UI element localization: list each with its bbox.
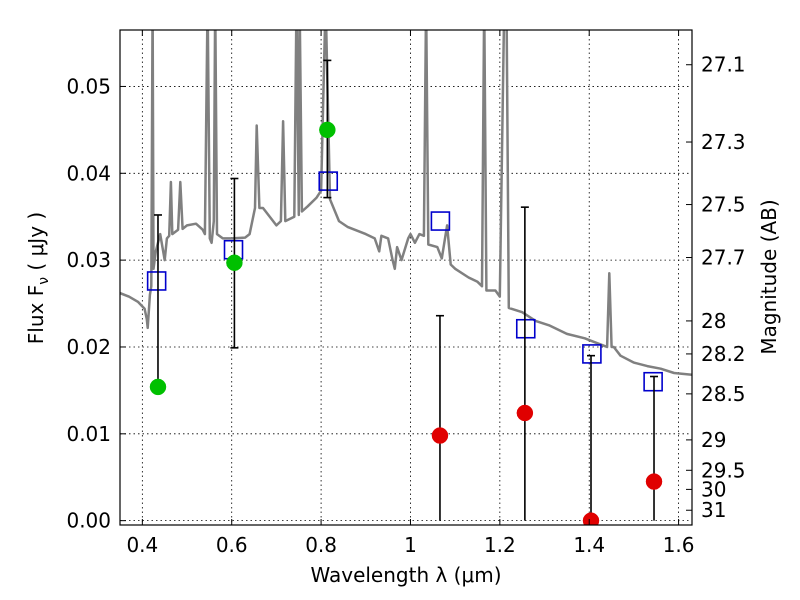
model-photometry-square	[643, 371, 663, 392]
y-axis-title-subscript: ν	[36, 277, 52, 285]
y-tick-label: 0.04	[66, 161, 111, 185]
x-tick-label: 1.4	[573, 533, 605, 557]
model-photometry-square	[146, 271, 167, 291]
tick-labels: 0.4 0.6 0.8 1 1.2 1.4 1.6 0.00 0.01 0.02 0.03 0.04 0…	[66, 53, 745, 557]
x-tick-label: 1	[404, 533, 417, 557]
plot-data	[120, 30, 692, 525]
y-axis-title: Flux Fν ( μJy )	[24, 212, 52, 344]
model-photometry-square	[515, 318, 536, 339]
detection-point	[319, 121, 336, 139]
detection-point	[226, 254, 243, 271]
y2-tick-label: 27.1	[701, 53, 746, 77]
y-tick-label: 0.03	[66, 248, 111, 272]
non-detection-point	[582, 512, 600, 525]
y-axis-title-unit: ( μJy )	[24, 212, 48, 277]
model-photometry-square	[430, 211, 451, 231]
x-axis-title: Wavelength λ (μm)	[310, 563, 501, 587]
y2-tick-label: 27.5	[701, 193, 746, 217]
model-photometry-square	[318, 171, 339, 191]
y-tick-label: 0.01	[66, 422, 111, 446]
y2-tick-label: 28	[701, 309, 726, 333]
y2-axis-title: Magnitude (AB)	[757, 199, 781, 354]
y2-tick-label: 27.7	[701, 246, 746, 270]
non-detection-point	[645, 473, 663, 490]
non-detection-point	[516, 404, 534, 422]
y-tick-label: 0.00	[66, 509, 111, 533]
y2-tick-label: 28.2	[701, 342, 746, 366]
y2-tick-label: 29.5	[701, 458, 746, 482]
model-photometry-square	[582, 344, 602, 364]
y2-tick-label: 28.5	[701, 382, 746, 406]
plot-frame	[119, 29, 693, 526]
y2-tick-label: 29	[701, 428, 726, 452]
non-detection-point	[431, 427, 449, 444]
x-tick-label: 1.6	[663, 533, 695, 557]
y2-tick-label: 30	[701, 477, 726, 501]
y2-tick-label: 27.3	[701, 130, 746, 154]
model-spectrum-line	[120, 30, 692, 377]
y-tick-label: 0.02	[66, 335, 111, 359]
y-tick-label: 0.05	[66, 74, 111, 98]
detection-point	[149, 378, 167, 396]
y2-tick-label: 31	[701, 498, 726, 522]
x-tick-label: 0.8	[305, 533, 337, 557]
x-tick-label: 1.2	[484, 533, 516, 557]
axis-ticks	[120, 30, 692, 525]
x-tick-label: 0.4	[126, 533, 158, 557]
y-axis-title-main: Flux F	[24, 285, 48, 344]
x-tick-label: 0.6	[216, 533, 248, 557]
